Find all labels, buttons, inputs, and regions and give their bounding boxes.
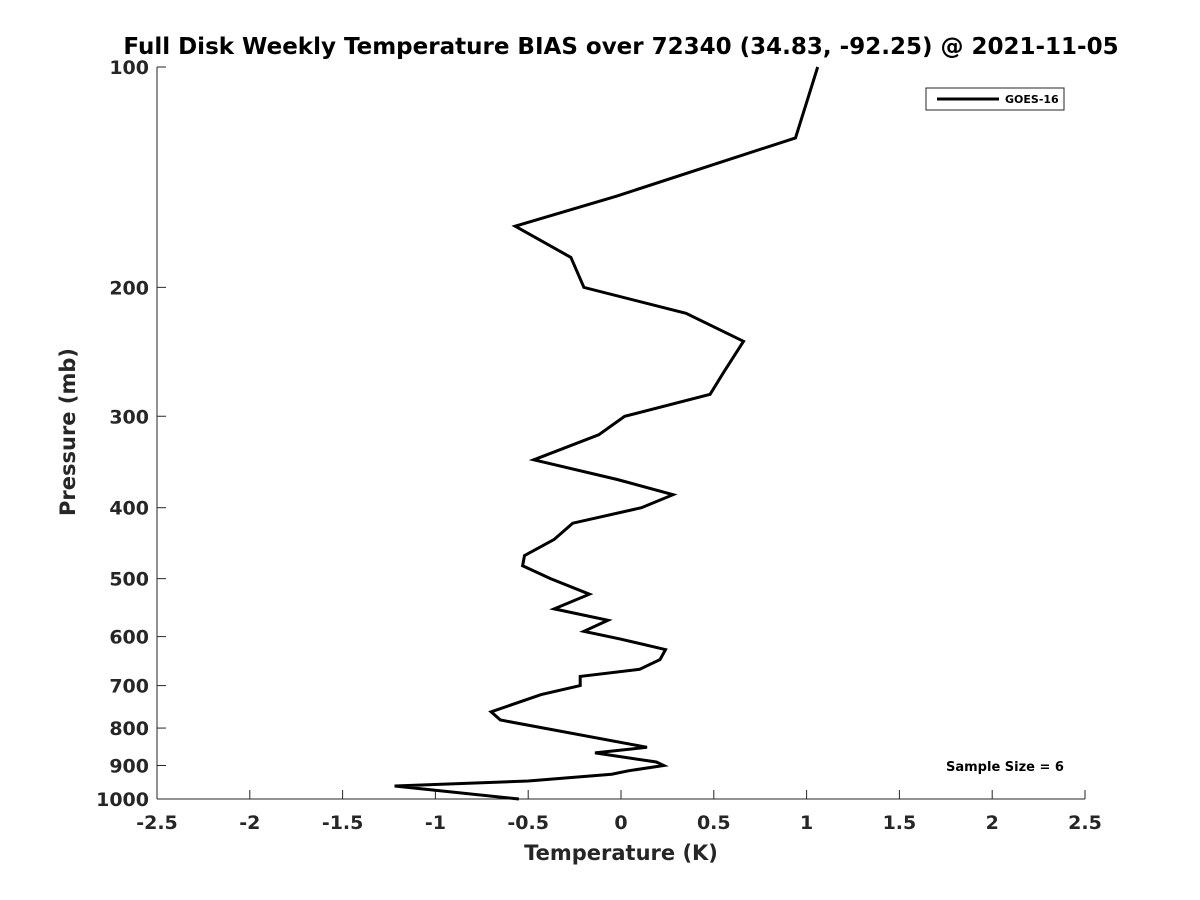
sample-size-annotation: Sample Size = 6	[946, 760, 1064, 775]
x-tick-label: 2.5	[1068, 812, 1102, 834]
legend-entry-goes-16: GOES-16	[1005, 93, 1059, 106]
legend: GOES-16	[925, 87, 1065, 111]
x-tick-label: -1.5	[322, 812, 364, 834]
y-tick-label: 200	[109, 277, 149, 299]
y-tick-label: 400	[109, 498, 149, 520]
x-tick-label: -2.5	[136, 812, 178, 834]
y-tick-label: 700	[109, 676, 149, 698]
y-axis-label: Pressure (mb)	[56, 348, 80, 516]
y-tick-label: 300	[109, 406, 149, 428]
x-tick-label: 1.5	[883, 812, 917, 834]
series-line-goes-16	[394, 66, 820, 801]
y-tick-label: 600	[109, 627, 149, 649]
y-tick-label: 1000	[96, 789, 149, 811]
x-axis-ticks: -2.5 -2 -1.5 -1 -0.5 0 0.5 1 1.5 2 2.5	[136, 790, 1102, 834]
y-axis-ticks: 100 200 300 400 500 600 700 800 900 1000	[96, 57, 166, 811]
x-tick-label: -0.5	[507, 812, 549, 834]
y-tick-label: 500	[109, 569, 149, 591]
x-tick-label: 2	[986, 812, 999, 834]
y-tick-label: 900	[109, 756, 149, 778]
x-axis-label: Temperature (K)	[524, 841, 718, 865]
y-tick-label: 100	[109, 57, 149, 79]
chart-title: Full Disk Weekly Temperature BIAS over 7…	[123, 34, 1118, 60]
x-tick-label: -1	[425, 812, 446, 834]
x-tick-label: 0.5	[697, 812, 731, 834]
x-tick-label: 1	[800, 812, 813, 834]
y-tick-label: 800	[109, 718, 149, 740]
series-layer	[394, 66, 820, 801]
x-tick-label: -2	[239, 812, 260, 834]
x-tick-label: 0	[614, 812, 627, 834]
